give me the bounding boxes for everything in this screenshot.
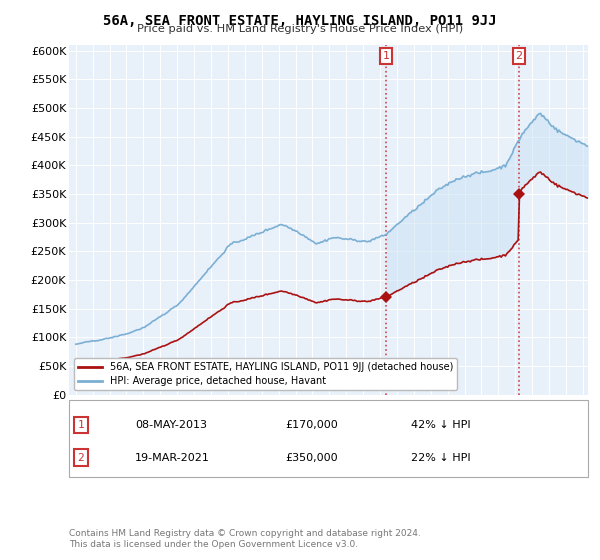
Text: Price paid vs. HM Land Registry's House Price Index (HPI): Price paid vs. HM Land Registry's House … [137,24,463,34]
Text: 1: 1 [77,420,85,430]
Text: 2: 2 [77,452,85,463]
Text: 19-MAR-2021: 19-MAR-2021 [135,452,210,463]
Text: 22% ↓ HPI: 22% ↓ HPI [411,452,470,463]
Text: 56A, SEA FRONT ESTATE, HAYLING ISLAND, PO11 9JJ: 56A, SEA FRONT ESTATE, HAYLING ISLAND, P… [103,14,497,28]
Text: 2: 2 [515,52,523,61]
Text: Contains HM Land Registry data © Crown copyright and database right 2024.
This d: Contains HM Land Registry data © Crown c… [69,529,421,549]
Text: £170,000: £170,000 [285,420,338,430]
Text: 42% ↓ HPI: 42% ↓ HPI [411,420,470,430]
Text: 08-MAY-2013: 08-MAY-2013 [135,420,207,430]
Text: £350,000: £350,000 [285,452,338,463]
Legend: 56A, SEA FRONT ESTATE, HAYLING ISLAND, PO11 9JJ (detached house), HPI: Average p: 56A, SEA FRONT ESTATE, HAYLING ISLAND, P… [74,358,457,390]
Text: 1: 1 [383,52,389,61]
